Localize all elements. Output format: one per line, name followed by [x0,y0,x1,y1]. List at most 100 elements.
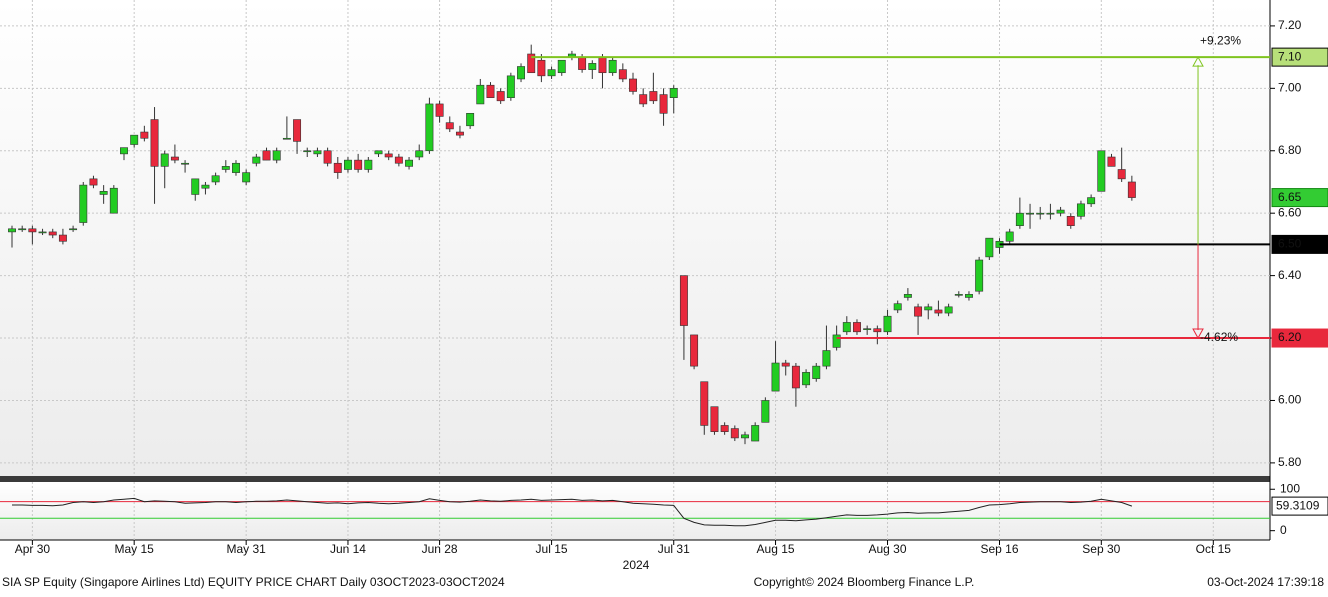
x-tick-label: May 15 [114,542,154,556]
candle-body [914,306,923,317]
candle-body [578,56,587,70]
x-tick-label: May 31 [226,542,266,556]
candle-body [1087,197,1096,205]
candle-body [1097,150,1106,192]
candle-body [863,328,872,330]
candle-body [333,162,342,173]
level-tag [1271,234,1328,254]
candle-body [455,131,464,136]
candle-body [832,334,841,348]
candle-body [1056,209,1065,214]
candle-body [527,53,536,74]
candle-body [710,406,719,432]
candle-body [323,150,332,164]
candle-body [181,162,190,165]
candle-body [242,172,251,183]
candle-body [99,191,108,195]
y-tick-label: 7.00 [1278,81,1302,95]
candle-body [730,428,739,439]
candle-body [272,150,281,161]
price-panel [0,0,1270,476]
candle-body [18,228,27,231]
y-tick-label: 6.00 [1278,393,1302,407]
candle-body [557,59,566,74]
candle-body [506,75,515,98]
candle-body [751,425,760,442]
candle-body [608,59,617,74]
candle-body [791,365,800,389]
candle-body [140,131,149,139]
candle-body [761,400,770,423]
candle-body [405,159,414,167]
candle-body [720,425,729,432]
candle-body [639,94,648,105]
arrow-head [1192,56,1204,67]
candle-body [903,294,912,298]
candle-body [384,153,393,158]
candle-body [262,150,271,161]
candle-body [425,103,434,152]
candle-body [89,178,98,186]
candle-body [802,372,811,386]
x-tick-label: Aug 15 [757,542,795,556]
candle-body [537,59,546,77]
change-label: -4.62% [1200,330,1238,344]
candle-body [700,381,709,426]
level-tag-label: 6.20 [1278,330,1302,344]
x-tick-label: Apr 30 [15,542,51,556]
candle-body [466,113,475,127]
y-tick-label: 6.40 [1278,268,1302,282]
candle-body [1015,212,1024,226]
candle-body [924,306,933,311]
candle-body [771,362,780,392]
candle-body [435,103,444,117]
x-tick-label: Jun 28 [422,542,458,556]
candle-body [1107,156,1116,167]
candle-body [252,156,261,164]
change-label: +9.23% [1200,33,1241,47]
candle-body [79,184,88,223]
candle-body [476,84,485,105]
candle-body [445,122,454,130]
x-tick-label: Sep 30 [1082,542,1120,556]
candle-body [1005,231,1014,242]
candle-body [679,275,688,326]
y-tick-label: 6.80 [1278,143,1302,157]
x-tick-label: Jul 31 [658,542,690,556]
year-label: 2024 [623,558,650,572]
candle-body [374,150,383,155]
candle-body [934,309,943,314]
candle-body [965,294,973,298]
candle-body [120,147,128,155]
x-tick-label: Aug 30 [869,542,907,556]
candle-body [48,231,57,236]
rsi-line [12,497,1133,527]
candle-body [1046,212,1055,215]
candle-body [1076,203,1085,217]
candle-body [109,187,118,214]
y-tick-label: 7.20 [1278,18,1302,32]
level-tag-label: 6.50 [1278,237,1302,251]
candle-body [415,150,424,158]
candle-body [130,134,139,145]
candle-body [893,303,902,311]
candle-body [232,162,240,173]
x-tick-label: Jul 15 [536,542,568,556]
candle-body [170,156,179,161]
candle-body [354,159,363,170]
candle-body [517,66,525,80]
candle-body [1026,212,1035,215]
level-tag [1271,47,1328,67]
candle-body [853,322,861,333]
candle-body [221,166,230,170]
rsi-tag-label: 59.3109 [1276,498,1320,512]
candle-body [649,91,658,102]
candle-body [394,156,403,164]
candle-body [873,328,882,333]
candle-body [69,228,78,231]
candle-body [8,228,16,233]
footer-right: 03-Oct-2024 17:39:18 [1207,575,1324,589]
footer-center: Copyright© 2024 Bloomberg Finance L.P. [754,575,975,589]
candle-body [28,228,37,233]
candle-body [211,175,220,183]
